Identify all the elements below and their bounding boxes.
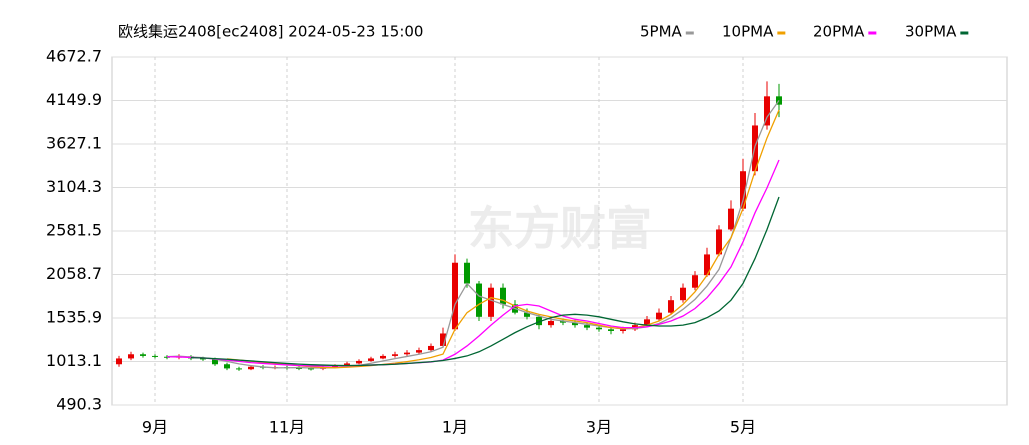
candle-body (524, 312, 530, 317)
ma-line (190, 196, 780, 367)
y-tick-label: 2581.5 (46, 221, 102, 240)
candle-body (572, 322, 578, 326)
candle-body (476, 283, 482, 317)
ma-line (166, 100, 780, 369)
candle-body (356, 360, 362, 364)
ma-line (226, 109, 780, 369)
candle-body (704, 254, 710, 276)
candle-body (728, 208, 734, 230)
candle-body (428, 345, 434, 351)
y-tick-label: 2058.7 (46, 264, 102, 283)
candle-body (236, 368, 242, 370)
x-tick-label: 3月 (586, 418, 612, 437)
candle-body (740, 171, 746, 209)
candle-body (560, 320, 566, 323)
legend-label: 20PMA (813, 23, 865, 41)
x-tick-label: 11月 (269, 418, 305, 437)
candle-body (392, 354, 398, 356)
watermark: 东方财富 (468, 202, 652, 256)
candle-body (332, 365, 338, 368)
y-tick-label: 3104.3 (46, 177, 102, 196)
candle-body (692, 275, 698, 288)
y-tick-label: 1013.1 (46, 351, 102, 370)
candle-body (668, 300, 674, 313)
candle-body (452, 262, 458, 330)
candle-body (152, 355, 158, 357)
candle-body (680, 287, 686, 301)
candle-body (404, 352, 410, 355)
candle-body (308, 368, 314, 370)
chart-title: 欧线集运2408[ec2408] 2024-05-23 15:00 (118, 23, 423, 41)
candle-body (440, 333, 446, 346)
candle-body (212, 359, 218, 365)
candle-body (248, 366, 254, 370)
candle-body (140, 354, 146, 356)
candle-body (296, 367, 302, 369)
candle-body (380, 355, 386, 359)
candle-body (548, 320, 554, 326)
candle-body (716, 229, 722, 255)
candle-body (488, 287, 494, 317)
candle-body (464, 262, 470, 284)
candle-body (536, 316, 542, 326)
legend-label: 30PMA (905, 23, 957, 41)
x-tick-label: 9月 (142, 418, 168, 437)
candle-body (116, 358, 122, 365)
candle-body (200, 358, 206, 360)
candle-body (344, 363, 350, 366)
candle-body (416, 350, 422, 353)
candle-body (608, 329, 614, 331)
candle-body (656, 312, 662, 320)
candle-body (596, 327, 602, 330)
y-tick-label: 4149.9 (46, 90, 102, 109)
candle-body (224, 364, 230, 369)
candle-body (500, 287, 506, 305)
ma-line (166, 159, 780, 367)
candle-body (368, 358, 374, 361)
y-tick-label: 1535.9 (46, 308, 102, 327)
candle-body (620, 329, 626, 331)
y-tick-label: 4672.7 (46, 47, 102, 66)
x-tick-label: 5月 (730, 418, 756, 437)
legend-label: 10PMA (722, 23, 774, 41)
candle-body (764, 96, 770, 126)
candle-body (584, 325, 590, 328)
y-tick-label: 490.3 (56, 395, 102, 414)
candle-body (644, 319, 650, 326)
legend-label: 5PMA (640, 23, 683, 41)
x-tick-label: 1月 (442, 418, 468, 437)
candle-body (128, 354, 134, 359)
y-tick-label: 3627.1 (46, 134, 102, 153)
